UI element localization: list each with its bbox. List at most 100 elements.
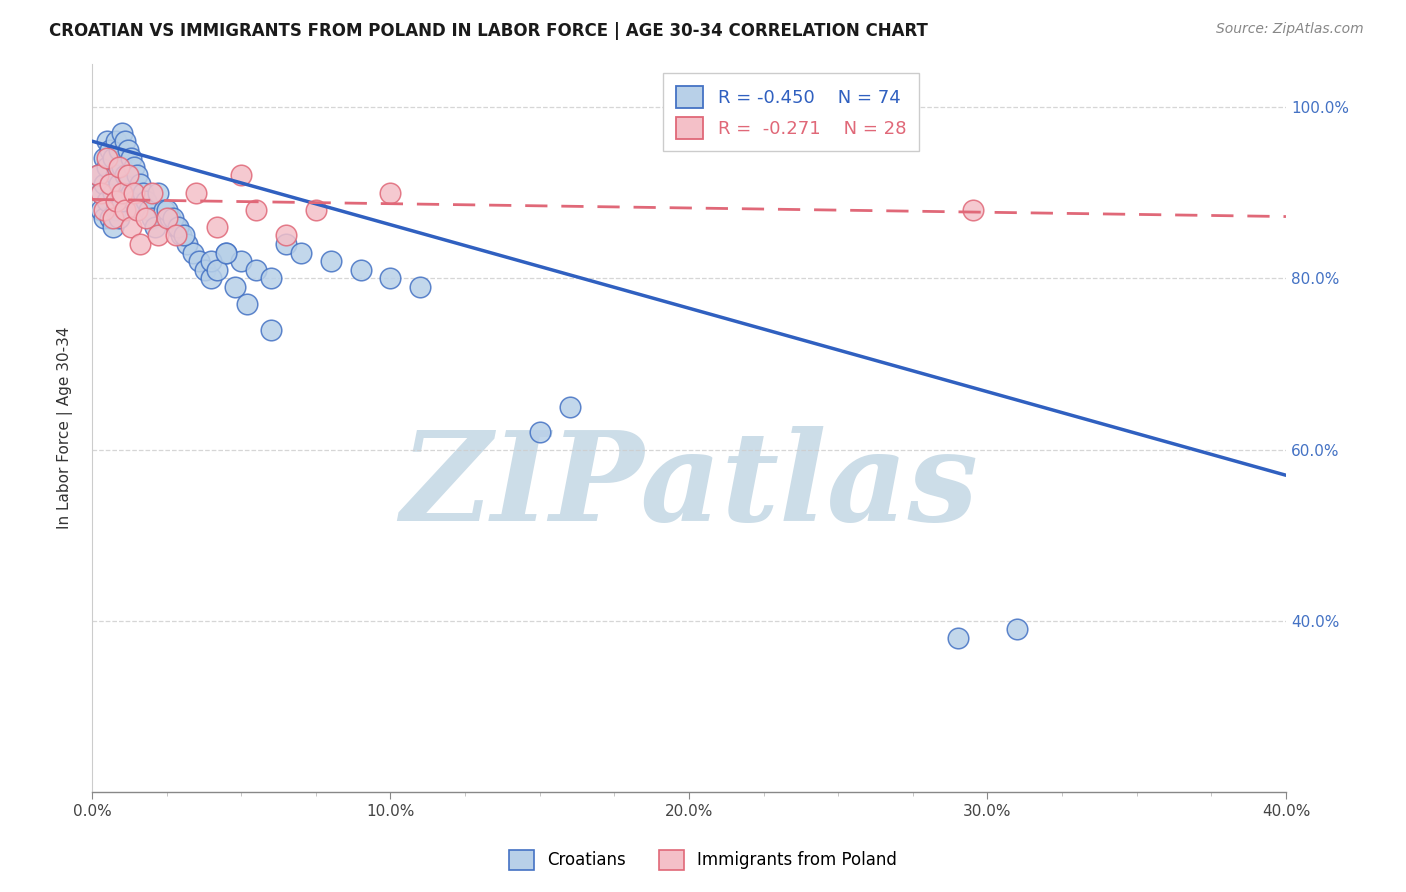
Point bbox=[122, 160, 145, 174]
Point bbox=[98, 177, 121, 191]
Point bbox=[120, 186, 142, 200]
Legend: Croatians, Immigrants from Poland: Croatians, Immigrants from Poland bbox=[502, 843, 904, 877]
Point bbox=[90, 186, 112, 200]
Point bbox=[529, 425, 551, 440]
Point bbox=[207, 262, 229, 277]
Point bbox=[96, 160, 118, 174]
Point bbox=[183, 245, 205, 260]
Point bbox=[120, 219, 142, 234]
Point bbox=[131, 186, 153, 200]
Point bbox=[245, 262, 267, 277]
Point bbox=[111, 126, 134, 140]
Legend: R = -0.450    N = 74, R =  -0.271    N = 28: R = -0.450 N = 74, R = -0.271 N = 28 bbox=[664, 73, 918, 152]
Point bbox=[141, 211, 163, 226]
Point bbox=[87, 169, 110, 183]
Point bbox=[274, 236, 297, 251]
Point bbox=[98, 211, 121, 226]
Point bbox=[93, 151, 115, 165]
Point bbox=[224, 280, 246, 294]
Point bbox=[260, 271, 283, 285]
Point bbox=[207, 219, 229, 234]
Point bbox=[101, 219, 124, 234]
Point bbox=[122, 194, 145, 208]
Point bbox=[155, 202, 177, 217]
Text: CROATIAN VS IMMIGRANTS FROM POLAND IN LABOR FORCE | AGE 30-34 CORRELATION CHART: CROATIAN VS IMMIGRANTS FROM POLAND IN LA… bbox=[49, 22, 928, 40]
Point bbox=[215, 245, 238, 260]
Point bbox=[167, 219, 190, 234]
Point bbox=[101, 211, 124, 226]
Point bbox=[98, 177, 121, 191]
Point bbox=[159, 211, 181, 226]
Point bbox=[558, 400, 581, 414]
Point bbox=[104, 134, 127, 148]
Point bbox=[135, 211, 157, 226]
Point bbox=[162, 211, 184, 226]
Point bbox=[173, 228, 195, 243]
Point bbox=[98, 143, 121, 157]
Point bbox=[260, 323, 283, 337]
Point bbox=[104, 169, 127, 183]
Point bbox=[96, 151, 118, 165]
Point bbox=[107, 211, 129, 226]
Point bbox=[107, 143, 129, 157]
Point bbox=[114, 169, 136, 183]
Point bbox=[120, 151, 142, 165]
Point bbox=[1007, 623, 1029, 637]
Point bbox=[170, 228, 193, 243]
Y-axis label: In Labor Force | Age 30-34: In Labor Force | Age 30-34 bbox=[58, 326, 73, 529]
Point bbox=[231, 169, 253, 183]
Point bbox=[114, 134, 136, 148]
Point bbox=[290, 245, 312, 260]
Point bbox=[125, 202, 148, 217]
Point bbox=[946, 631, 969, 645]
Point bbox=[90, 202, 112, 217]
Point bbox=[194, 262, 217, 277]
Point bbox=[111, 186, 134, 200]
Point bbox=[93, 202, 115, 217]
Point bbox=[111, 160, 134, 174]
Point bbox=[117, 143, 139, 157]
Point bbox=[245, 202, 267, 217]
Point bbox=[135, 194, 157, 208]
Text: Source: ZipAtlas.com: Source: ZipAtlas.com bbox=[1216, 22, 1364, 37]
Point bbox=[96, 134, 118, 148]
Point bbox=[141, 186, 163, 200]
Point bbox=[128, 177, 150, 191]
Point bbox=[93, 211, 115, 226]
Point bbox=[231, 254, 253, 268]
Point bbox=[138, 202, 160, 217]
Point bbox=[200, 271, 222, 285]
Point bbox=[122, 186, 145, 200]
Point bbox=[90, 186, 112, 200]
Point bbox=[165, 219, 187, 234]
Point bbox=[128, 236, 150, 251]
Point bbox=[96, 194, 118, 208]
Point bbox=[305, 202, 328, 217]
Point bbox=[111, 194, 134, 208]
Point bbox=[146, 186, 169, 200]
Point bbox=[146, 228, 169, 243]
Point bbox=[107, 177, 129, 191]
Point bbox=[380, 186, 402, 200]
Text: ZIPatlas: ZIPatlas bbox=[399, 425, 979, 547]
Point bbox=[125, 169, 148, 183]
Point bbox=[380, 271, 402, 285]
Point bbox=[176, 236, 198, 251]
Point bbox=[274, 228, 297, 243]
Point bbox=[114, 202, 136, 217]
Point bbox=[409, 280, 432, 294]
Point bbox=[349, 262, 371, 277]
Point bbox=[962, 202, 984, 217]
Point bbox=[125, 202, 148, 217]
Point bbox=[87, 169, 110, 183]
Point bbox=[155, 211, 177, 226]
Point bbox=[200, 254, 222, 268]
Point bbox=[101, 151, 124, 165]
Point bbox=[186, 186, 208, 200]
Point bbox=[319, 254, 342, 268]
Point bbox=[215, 245, 238, 260]
Point bbox=[104, 194, 127, 208]
Point bbox=[188, 254, 211, 268]
Point bbox=[236, 297, 259, 311]
Point bbox=[143, 219, 166, 234]
